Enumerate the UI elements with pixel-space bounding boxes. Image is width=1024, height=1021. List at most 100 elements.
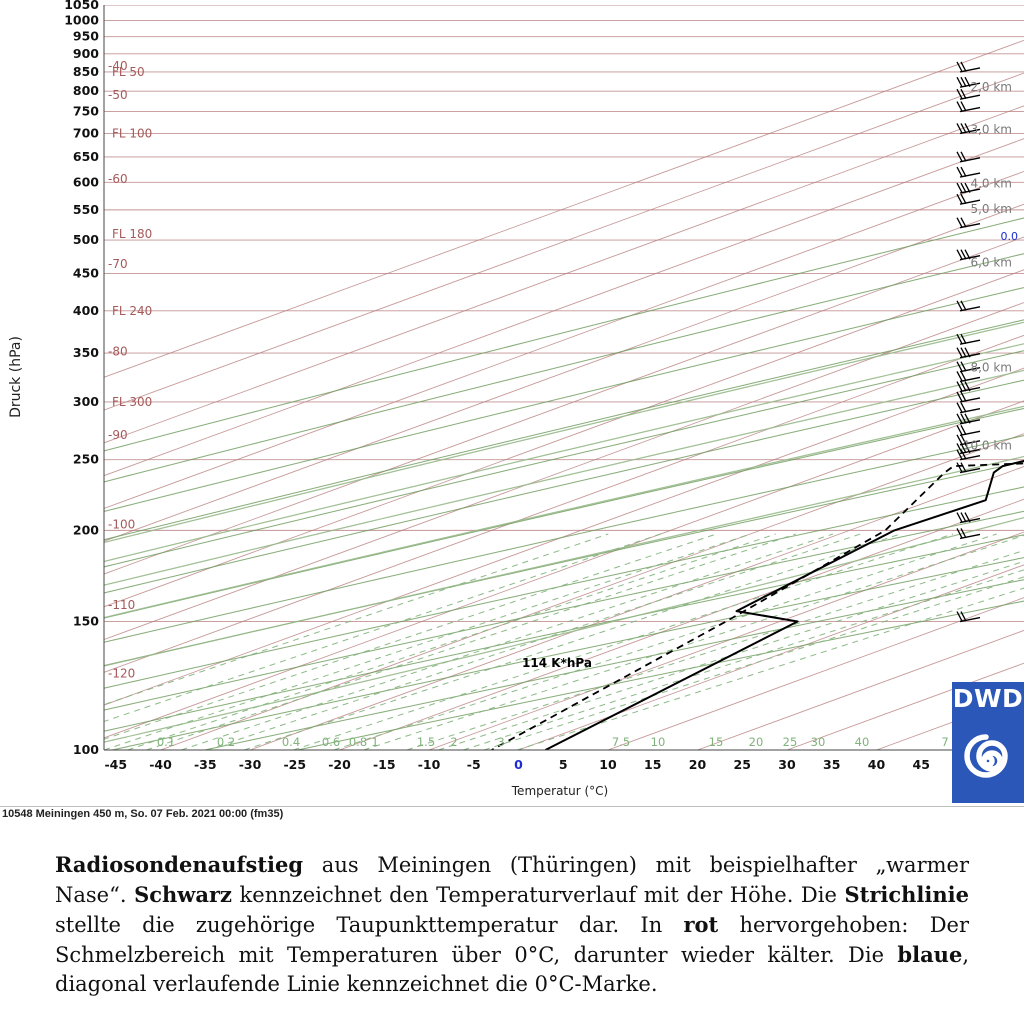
isotherm-label: -40 xyxy=(108,59,128,73)
wind-barb-feather xyxy=(956,123,963,134)
wind-barb xyxy=(956,462,981,474)
height-label: 4,0 km xyxy=(970,177,1012,191)
wind-barb xyxy=(956,371,981,383)
wind-barb-feather xyxy=(956,76,963,88)
height-label: 5,0 km xyxy=(970,202,1012,216)
moist-adiabat-line xyxy=(104,516,1024,743)
caption-text-2: kennzeichnet den Temperaturverlauf mit d… xyxy=(231,883,845,907)
pressure-tick-label: 100 xyxy=(73,742,99,757)
mixing-ratio-label: 25 xyxy=(783,735,798,749)
wind-barb-feather xyxy=(960,123,967,134)
mixing-ratio-line xyxy=(293,533,954,750)
isotherm-line xyxy=(104,39,1024,378)
wind-barb xyxy=(956,88,981,100)
wind-barb xyxy=(956,76,981,88)
wind-barb xyxy=(956,434,981,446)
wind-barb xyxy=(956,361,981,373)
wind-barb-feather xyxy=(956,101,963,112)
height-label: 8,0 km xyxy=(970,361,1012,375)
pressure-tick-label: 400 xyxy=(73,303,99,318)
wind-barb-feather xyxy=(956,88,963,99)
temperature-line xyxy=(544,459,1024,750)
pressure-tick-label: 150 xyxy=(73,614,99,629)
wind-barb-staff xyxy=(959,376,981,383)
temperature-tick-label: -15 xyxy=(373,757,396,772)
mixing-ratio-line xyxy=(104,533,661,723)
caption-bold-radiosonde: Radiosondenaufstieg xyxy=(55,852,304,877)
wind-barb-feather xyxy=(960,249,967,260)
isotherm-label: -90 xyxy=(108,428,128,442)
wind-barb-feather xyxy=(960,88,967,99)
isotherm-line xyxy=(607,597,1024,750)
height-label: 3,0 km xyxy=(970,122,1012,136)
wind-barb xyxy=(956,217,981,229)
wind-barb-feather xyxy=(960,434,967,445)
wind-barb-staff xyxy=(959,616,981,623)
wind-barb-staff xyxy=(959,517,981,524)
wind-barb xyxy=(956,101,981,113)
mixing-ratio-label: 20 xyxy=(749,735,764,749)
caption-text-4: hervorgehoben: Der Schmelzbereich mit Te… xyxy=(55,913,969,967)
height-label: 2,0 km xyxy=(970,80,1012,94)
spiral-icon xyxy=(964,734,1008,778)
wind-barb-feather xyxy=(964,512,971,523)
pressure-tick-label: 800 xyxy=(73,83,99,98)
pressure-tick-label: 950 xyxy=(73,29,99,44)
caption-bold-dashed: Strichlinie xyxy=(844,882,969,907)
wind-barb-staff xyxy=(959,157,981,163)
wind-barb-feather xyxy=(956,413,963,424)
isotherm-label: -60 xyxy=(108,172,128,186)
isotherm-line xyxy=(104,302,1024,641)
pressure-tick-label: 1000 xyxy=(64,12,99,27)
wind-barb-feather xyxy=(956,151,963,162)
temperature-tick-label: -10 xyxy=(418,757,441,772)
wind-barb-staff xyxy=(959,430,981,436)
wind-barb-feather xyxy=(960,402,967,413)
wind-barb-feather xyxy=(960,61,967,72)
wind-barb-feather xyxy=(964,381,971,392)
wind-barb-feather xyxy=(956,300,963,311)
isotherm-line xyxy=(104,334,1024,673)
pressure-tick-label: 850 xyxy=(73,64,99,79)
flight-level-label: FL 100 xyxy=(112,126,152,140)
pressure-tick-label: 500 xyxy=(73,232,99,247)
dry-adiabat-line xyxy=(104,287,1024,513)
wind-barb-feather xyxy=(956,347,963,358)
wind-barb-feather xyxy=(964,123,971,134)
wind-barb xyxy=(956,333,981,345)
mixing-ratio-label: 7 xyxy=(941,735,948,749)
wind-barb xyxy=(956,123,981,135)
x-axis-title: Temperatur (°C) xyxy=(511,784,608,798)
wind-barb xyxy=(956,512,981,524)
station-info: 10548 Meiningen 450 m, So. 07 Feb. 2021 … xyxy=(2,808,284,820)
isotherm-line xyxy=(104,138,1024,477)
mixing-ratio-label: 0.6 xyxy=(322,735,340,749)
dry-adiabat-line xyxy=(104,435,1024,643)
isotherm-line xyxy=(104,269,1024,608)
mixing-ratio-line xyxy=(483,576,1024,750)
temperature-tick-label: 5 xyxy=(559,757,568,772)
station-footer: 10548 Meiningen 450 m, So. 07 Feb. 2021 … xyxy=(0,806,1024,823)
pressure-tick-label: 650 xyxy=(73,149,99,164)
pressure-tick-label: 1050 xyxy=(64,0,99,12)
dry-adiabat-line xyxy=(104,319,1024,541)
wind-barb-staff xyxy=(959,106,981,113)
isotherm-label: -50 xyxy=(108,88,128,102)
wind-barb-feather xyxy=(956,424,963,436)
wind-barb-feather xyxy=(956,217,963,228)
wind-barb-feather xyxy=(960,166,967,177)
isotherm-label: -70 xyxy=(108,257,128,271)
moist-adiabat-line xyxy=(104,343,1024,563)
wind-barb-staff xyxy=(959,67,981,73)
moist-adiabat-line xyxy=(104,321,1024,544)
caption-bold-blue: blaue xyxy=(897,942,963,967)
mixing-ratio-line xyxy=(127,533,776,750)
temperature-tick-label: 0 xyxy=(514,757,523,772)
wind-barb-feather xyxy=(960,611,967,622)
wind-barb-feather xyxy=(960,424,967,436)
wind-barb xyxy=(956,347,981,359)
moist-adiabat-line xyxy=(104,369,1024,586)
mixing-ratio-line xyxy=(104,533,717,740)
wind-barb-staff xyxy=(959,339,981,345)
